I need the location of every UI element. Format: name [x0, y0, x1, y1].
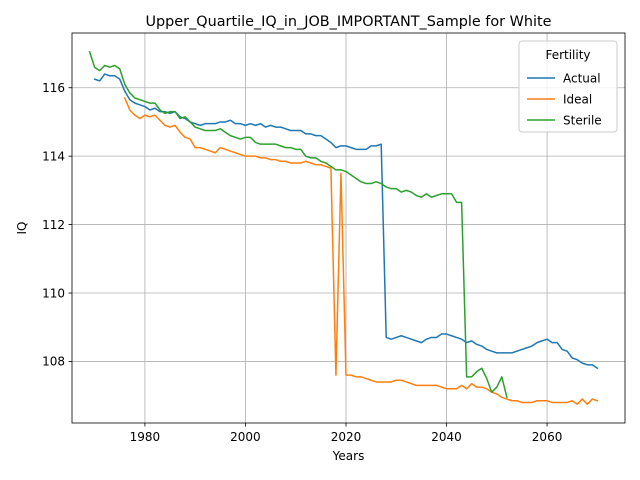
plot-frame — [71, 32, 626, 424]
legend: Fertility Actual Ideal Sterile — [518, 40, 618, 133]
x-tick-label: 2020 — [331, 430, 362, 444]
series-line-sterile — [88, 50, 508, 399]
x-tick-label: 2060 — [532, 430, 563, 444]
legend-title: Fertility — [545, 48, 590, 62]
series-line-ideal — [123, 97, 599, 405]
y-tick-label: 116 — [42, 81, 65, 95]
legend-box — [518, 40, 618, 133]
series-layer — [88, 50, 599, 405]
legend-label-actual: Actual — [563, 71, 601, 85]
x-tick-label: 1980 — [130, 430, 161, 444]
legend-items: Actual Ideal Sterile — [527, 71, 602, 127]
y-axis-label: IQ — [15, 222, 29, 235]
y-tick-label: 108 — [42, 355, 65, 369]
y-tick-label: 112 — [42, 218, 65, 232]
legend-label-sterile: Sterile — [563, 113, 602, 127]
y-tick-label: 114 — [42, 149, 65, 163]
chart-title: Upper_Quartile_IQ_in_JOB_IMPORTANT_Sampl… — [146, 14, 552, 30]
axis-ticks: 1980 2000 2020 2040 2060 108 110 112 114 116 — [42, 81, 562, 444]
y-tick-label: 110 — [42, 286, 65, 300]
legend-label-ideal: Ideal — [563, 92, 592, 106]
x-axis-label: Years — [332, 449, 365, 463]
x-tick-label: 2040 — [431, 430, 462, 444]
x-tick-label: 2000 — [230, 430, 261, 444]
